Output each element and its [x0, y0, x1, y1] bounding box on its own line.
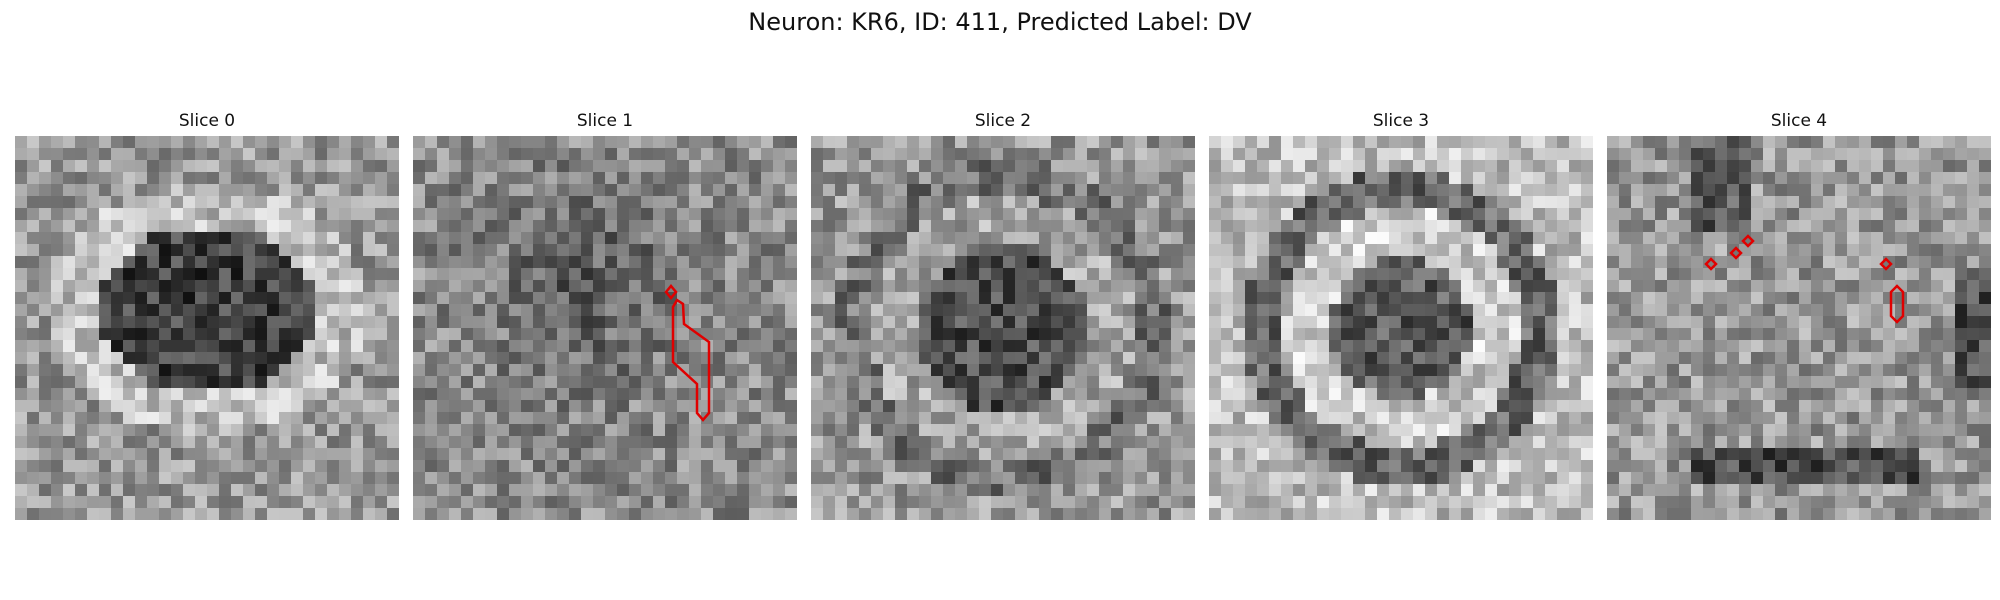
contour-marker	[1741, 234, 1755, 248]
contour-marker	[1729, 246, 1743, 260]
slice-title: Slice 2	[974, 111, 1032, 131]
pixel-grid	[413, 136, 797, 520]
slice-title: Slice 1	[576, 111, 634, 131]
pixel-grid	[811, 136, 1195, 520]
slice-panel-2: Slice 2	[811, 110, 1195, 520]
contour-region	[1889, 284, 1905, 324]
slice-panel-4: Slice 4	[1607, 110, 1991, 520]
contour-marker	[664, 284, 678, 300]
slice-title: Slice 4	[1770, 111, 1828, 131]
slice-image	[413, 136, 797, 520]
slice-image	[1607, 136, 1991, 520]
slice-panel-3: Slice 3	[1209, 110, 1593, 520]
slice-title: Slice 0	[178, 111, 236, 131]
figure-title: Neuron: KR6, ID: 411, Predicted Label: D…	[748, 8, 1252, 36]
pixel-grid	[1607, 136, 1991, 520]
slice-image	[1209, 136, 1593, 520]
contour-marker	[1704, 257, 1718, 271]
contour-region	[671, 298, 711, 422]
slice-image	[15, 136, 399, 520]
slice-panel-0: Slice 0	[15, 110, 399, 520]
pixel-grid	[1209, 136, 1593, 520]
slice-panel-1: Slice 1	[413, 110, 797, 520]
slice-title: Slice 3	[1372, 111, 1430, 131]
pixel-grid	[15, 136, 399, 520]
slice-image	[811, 136, 1195, 520]
contour-marker	[1879, 257, 1893, 271]
